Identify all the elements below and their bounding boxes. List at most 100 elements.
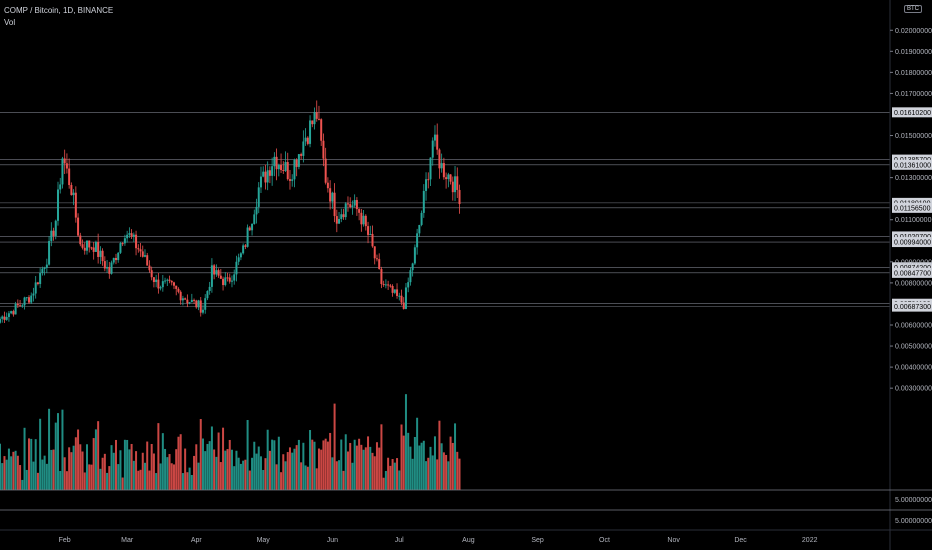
candle-body: [114, 258, 117, 261]
candle-body: [195, 300, 198, 308]
volume-bar: [25, 469, 28, 490]
candle-body: [5, 316, 8, 320]
candle-body: [338, 218, 341, 224]
level-label: 0.01361000: [894, 162, 931, 169]
candle-body: [208, 286, 211, 292]
volume-bar: [311, 439, 314, 490]
volume-bar: [268, 450, 271, 490]
volume-bar: [90, 464, 93, 490]
candle-body: [172, 282, 175, 286]
volume-bar: [362, 449, 365, 490]
volume-bar: [251, 457, 254, 490]
volume-bar: [61, 409, 64, 490]
volume-bar: [10, 456, 13, 490]
candle-body: [237, 257, 240, 262]
candle-body: [3, 316, 6, 320]
candle-body: [204, 298, 207, 310]
candle-body: [228, 277, 231, 282]
horizontal-levels: 0.016102000.013857000.013610000.01180100…: [0, 107, 932, 312]
candle-body: [148, 265, 151, 271]
volume-bar: [19, 465, 22, 490]
candle-body: [445, 177, 448, 180]
candle-body: [34, 282, 37, 294]
volume-bar: [378, 447, 381, 490]
volume-bar: [335, 461, 338, 490]
volume-bar: [297, 439, 300, 490]
volume-bar: [262, 469, 265, 490]
volume-bar: [433, 436, 436, 490]
candle-body: [324, 158, 327, 183]
candle-body: [387, 284, 390, 286]
candle-body: [72, 192, 75, 196]
candle-body: [458, 189, 461, 205]
candle-body: [389, 285, 392, 287]
volume-bar: [23, 427, 26, 490]
candle-body: [333, 192, 336, 217]
x-tick-label: Nov: [667, 537, 680, 544]
volume-bar: [404, 394, 407, 490]
volume-bar: [30, 438, 33, 490]
candle-body: [280, 164, 283, 171]
candle-body: [215, 270, 218, 275]
currency-badge[interactable]: BTC: [904, 5, 922, 13]
candle-body: [1, 316, 4, 319]
volume-bar: [204, 451, 207, 490]
volume-bar: [99, 468, 102, 490]
volume-bar: [282, 454, 285, 490]
candle-body: [433, 134, 436, 141]
candle-body: [436, 134, 439, 150]
candle-body: [456, 176, 459, 190]
candle-body: [14, 303, 17, 315]
volume-bar: [157, 423, 160, 490]
y-tick-label: 0.00800000: [895, 280, 932, 287]
volume-bar: [257, 446, 260, 490]
volume-bar: [137, 470, 140, 490]
candle-body: [90, 247, 93, 249]
candle-body: [68, 168, 71, 186]
volume-bar: [34, 439, 37, 490]
candle-body: [126, 234, 129, 239]
volume-bar: [300, 462, 303, 490]
candle-body: [409, 270, 412, 283]
candle-body: [320, 119, 323, 141]
volume-bar: [445, 454, 448, 490]
volume-bar: [253, 441, 256, 490]
candle-body: [188, 302, 191, 304]
candle-body: [346, 203, 349, 205]
candle-body: [275, 156, 278, 170]
volume-bar: [375, 442, 378, 490]
candle-body: [253, 214, 256, 224]
volume-bar: [56, 413, 59, 490]
candle-body: [63, 158, 66, 164]
candle-body: [353, 200, 356, 206]
level-label-bg: [892, 202, 932, 213]
candle-body: [311, 120, 314, 125]
volume-bar: [400, 424, 403, 490]
candle-body: [157, 279, 160, 289]
volume-bar: [103, 453, 106, 490]
candle-body: [309, 120, 312, 144]
candle-body: [382, 284, 385, 286]
candle-body: [268, 170, 271, 176]
candle-body: [447, 174, 450, 180]
volume-bar: [235, 450, 238, 490]
candle-body: [121, 243, 124, 245]
candle-body: [257, 187, 260, 207]
level-label: 0.00847700: [894, 270, 931, 277]
candle-body: [85, 240, 88, 251]
volume-bar: [295, 445, 298, 490]
candle-body: [197, 300, 200, 308]
candle-body: [277, 164, 280, 170]
candle-body: [77, 217, 80, 236]
volume-bar: [351, 462, 354, 490]
candle-body: [59, 184, 62, 190]
volume-bar: [409, 446, 412, 490]
volume-bar: [39, 418, 42, 490]
candle-body: [273, 156, 276, 167]
candle-body: [413, 247, 416, 264]
candle-body: [393, 289, 396, 293]
candle-body: [0, 318, 1, 323]
volume-bar: [141, 452, 144, 490]
candle-body: [146, 255, 149, 266]
candle-body: [99, 250, 102, 257]
